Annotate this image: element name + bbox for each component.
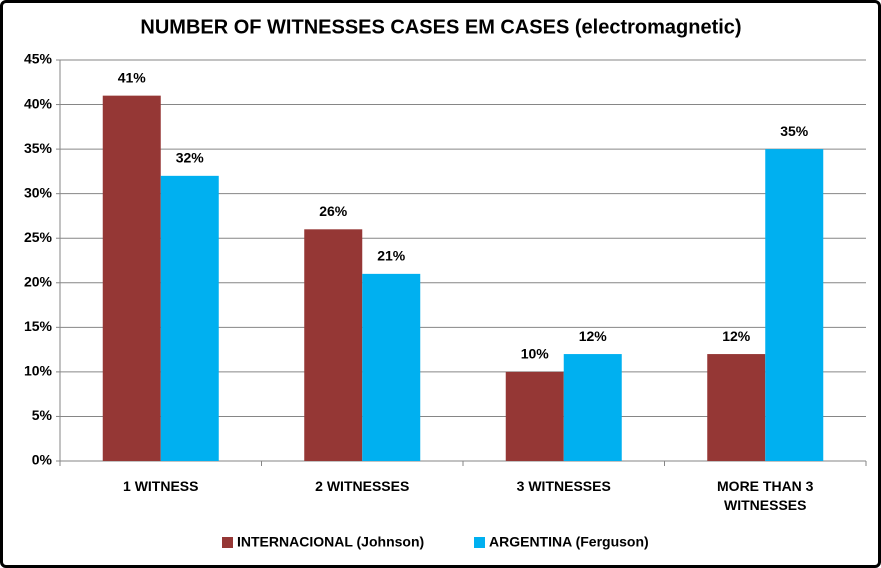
bar [160, 175, 219, 461]
y-tick-label: 25% [24, 229, 53, 245]
bar [707, 354, 766, 461]
bar [505, 371, 564, 461]
y-tick-label: 30% [24, 184, 53, 200]
y-tick-label: 5% [32, 407, 53, 423]
value-label: 21% [377, 248, 406, 264]
value-label: 12% [722, 328, 751, 344]
bar [102, 95, 161, 462]
y-tick-label: 15% [24, 318, 53, 334]
x-tick-label: 3 WITNESSES [516, 478, 611, 494]
bar [304, 229, 363, 461]
y-tick-label: 45% [24, 51, 53, 67]
value-label: 41% [118, 69, 147, 85]
chart-title: NUMBER OF WITNESSES CASES EM CASES (elec… [140, 16, 741, 38]
y-tick-label: 35% [24, 140, 53, 156]
bar [563, 354, 622, 461]
bar [362, 273, 421, 461]
value-label: 35% [780, 123, 809, 139]
bar [765, 149, 824, 461]
y-tick-label: 20% [24, 273, 53, 289]
x-tick-label: 1 WITNESS [123, 478, 199, 494]
value-label: 32% [176, 150, 205, 166]
y-tick-label: 40% [24, 95, 53, 111]
legend-label: ARGENTINA (Ferguson) [489, 534, 649, 550]
value-label: 12% [579, 328, 608, 344]
legend-swatch [474, 537, 485, 548]
x-tick-label: 2 WITNESSES [315, 478, 410, 494]
legend-swatch [222, 537, 233, 548]
x-tick-label: MORE THAN 3 WITNESSES [717, 478, 814, 513]
y-tick-label: 10% [24, 363, 53, 379]
value-label: 26% [319, 203, 348, 219]
legend-label: INTERNACIONAL (Johnson) [237, 534, 424, 550]
chart: NUMBER OF WITNESSES CASES EM CASES (elec… [24, 16, 867, 550]
value-label: 10% [521, 346, 550, 362]
y-tick-label: 0% [32, 452, 53, 468]
